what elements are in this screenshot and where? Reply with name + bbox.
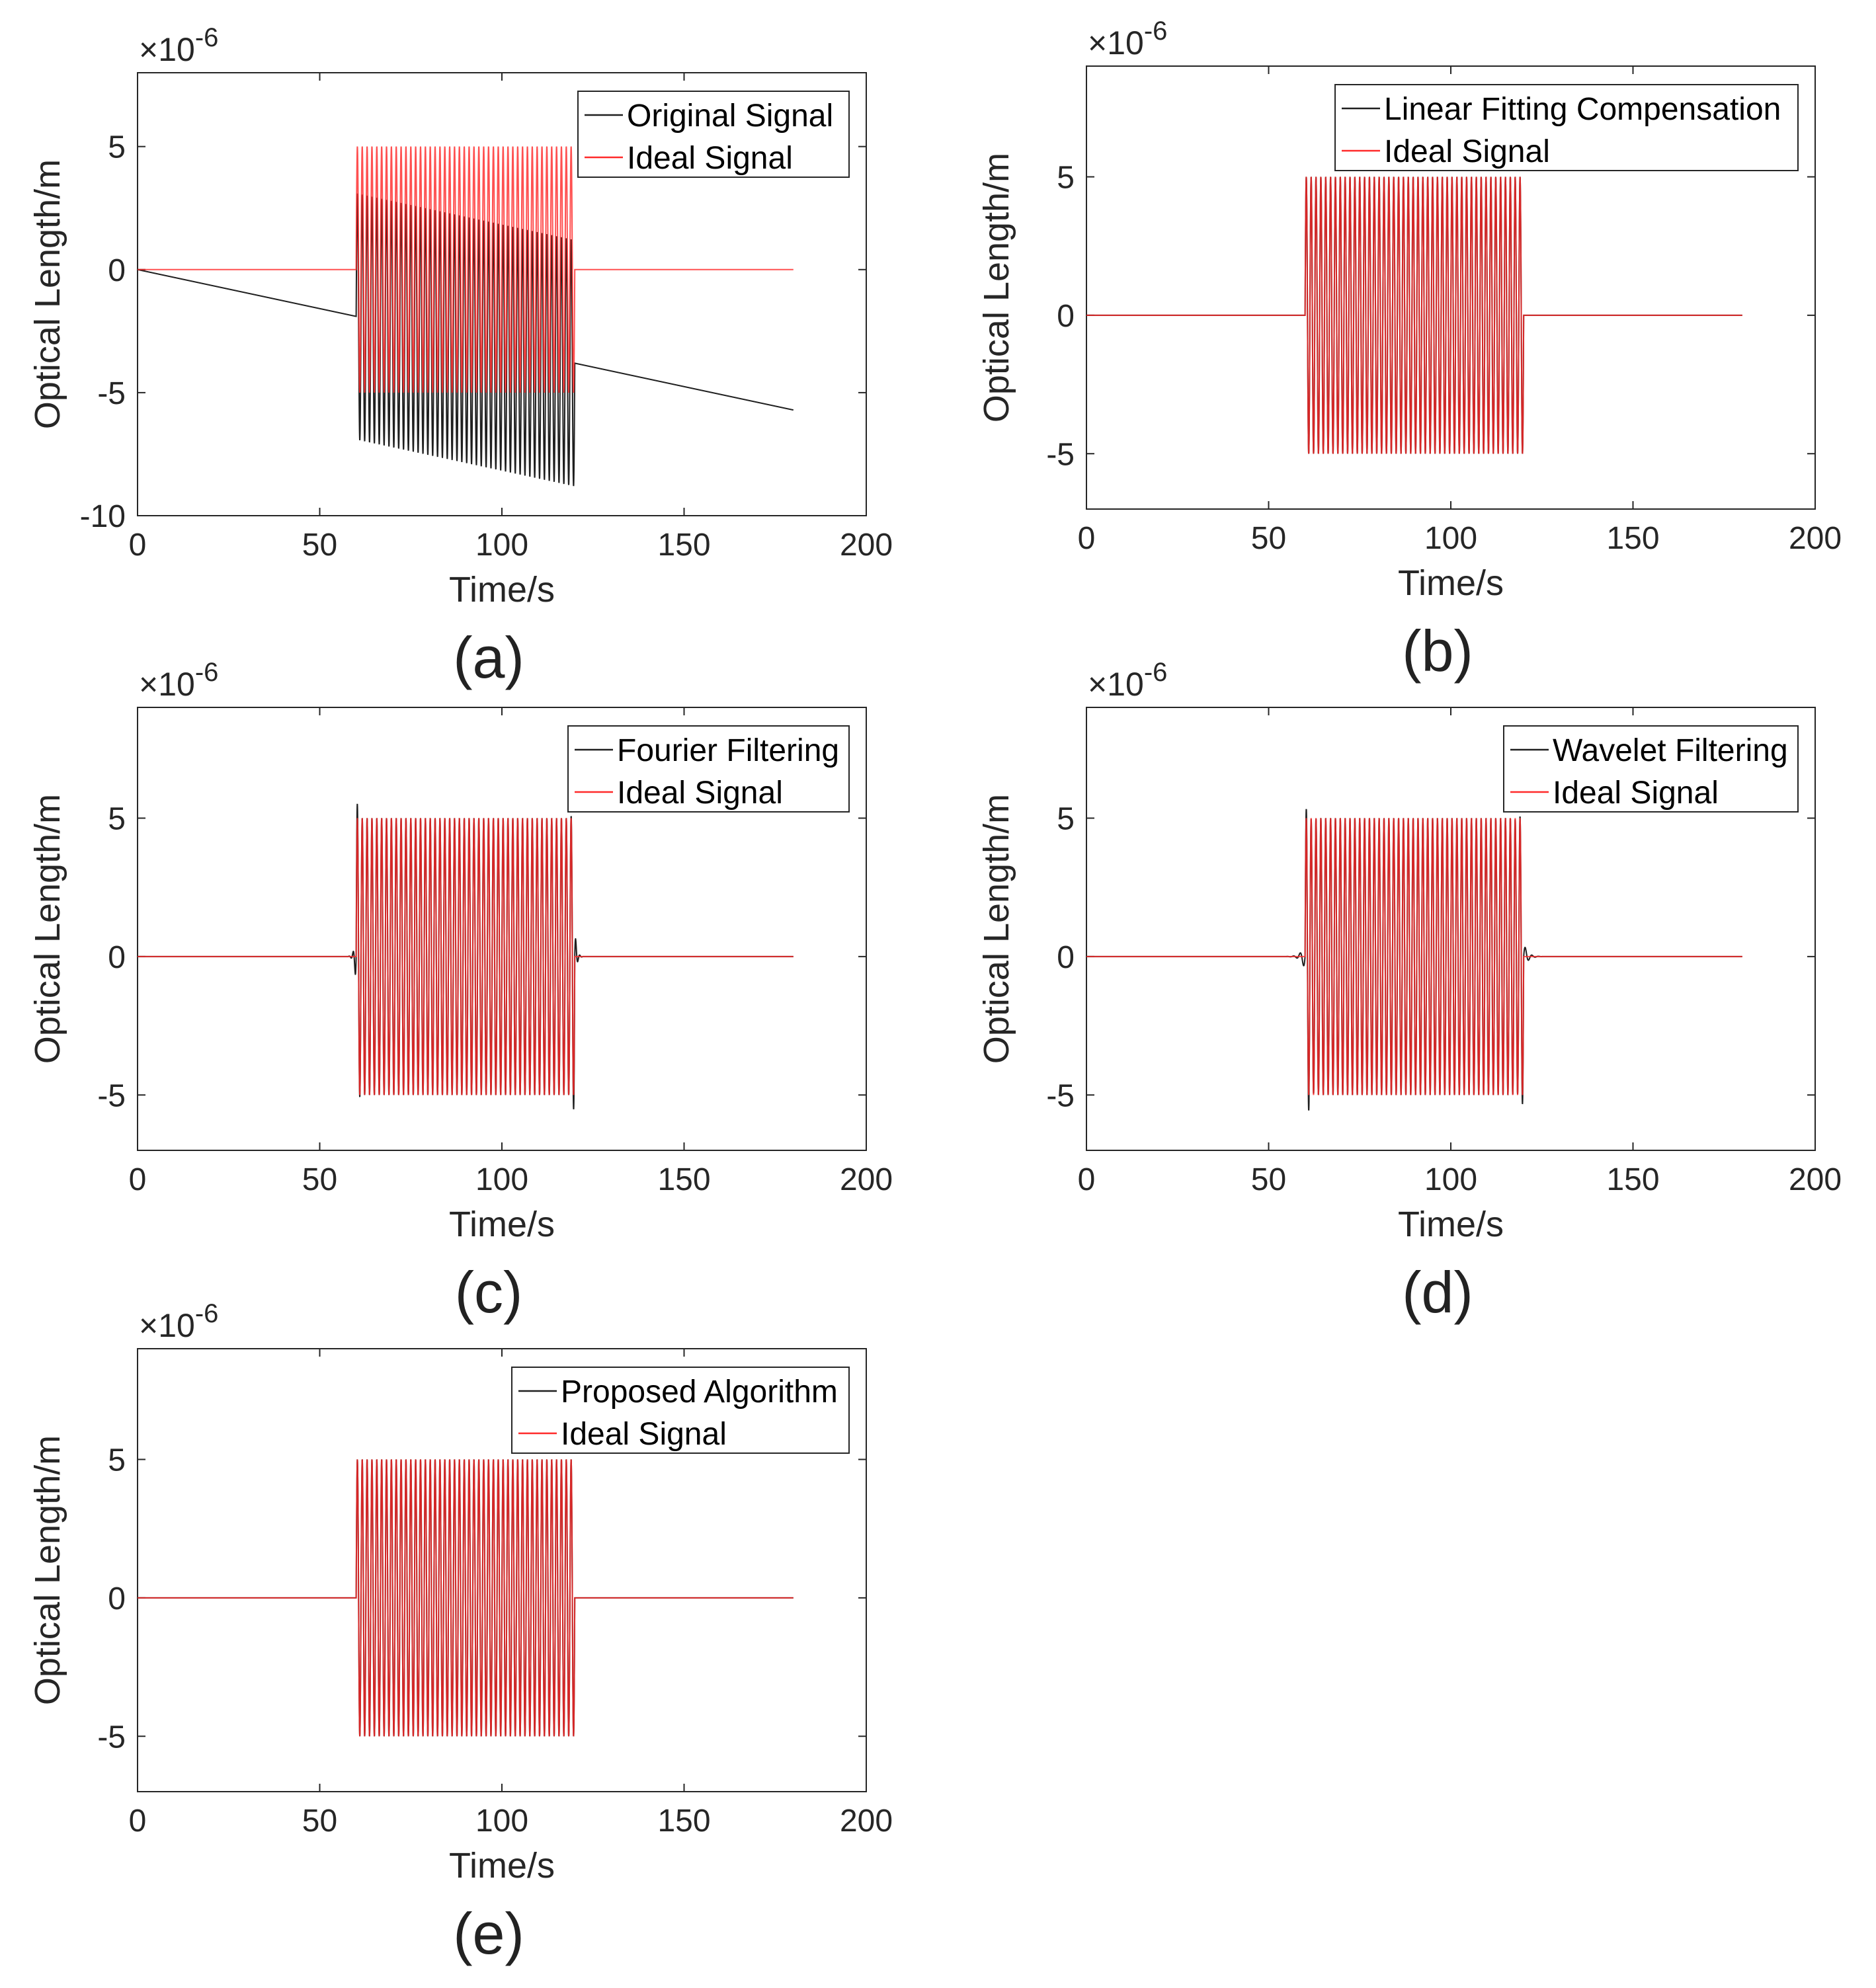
x-tick-label: 150 [1606, 1162, 1659, 1197]
y-axis-label: Optical Length/m [28, 159, 67, 429]
axis-multiplier: ×10-6 [139, 658, 218, 703]
legend-label: Fourier Filtering [617, 733, 839, 768]
x-tick-label: 200 [840, 528, 893, 563]
x-axis-label: Time/s [449, 1205, 555, 1244]
legend-label: Ideal Signal [627, 141, 793, 176]
multiplier-exponent: -6 [195, 1299, 219, 1328]
multiplier-base: ×10 [1088, 24, 1144, 61]
y-tick-label: 5 [1057, 802, 1075, 837]
y-tick-label: -5 [1046, 1078, 1075, 1113]
multiplier-exponent: -6 [195, 23, 219, 52]
x-tick-label: 150 [1606, 521, 1659, 556]
x-tick-label: 50 [302, 1804, 337, 1839]
multiplier-base: ×10 [139, 1307, 195, 1344]
y-axis-label: Optical Length/m [977, 794, 1016, 1064]
legend-label: Ideal Signal [561, 1417, 727, 1452]
panel-caption: (e) [453, 1901, 524, 1966]
chart-panel-b: 0 50 100 150 200 -5 0 5 Time/s Optical Length/m ×1… [977, 17, 1842, 684]
panel-caption: (c) [455, 1259, 523, 1325]
x-tick-label: 0 [1078, 1162, 1096, 1197]
y-tick-label: 5 [1057, 161, 1075, 196]
x-tick-label: 0 [1078, 521, 1096, 556]
x-tick-label: 100 [475, 528, 528, 563]
y-tick-label: 0 [1057, 299, 1075, 334]
y-axis-label: Optical Length/m [28, 1435, 67, 1705]
legend-box [511, 1367, 850, 1454]
multiplier-exponent: -6 [1144, 17, 1168, 46]
multiplier-exponent: -6 [195, 658, 219, 687]
x-tick-label: 0 [129, 528, 147, 563]
x-axis-label: Time/s [1398, 1205, 1504, 1244]
x-tick-label: 50 [1251, 1162, 1286, 1197]
legend-label: Proposed Algorithm [561, 1374, 838, 1410]
chart-panel-e: 0 50 100 150 200 -5 0 5 Time/s Optical Length/m ×1… [28, 1299, 893, 1966]
x-axis-label: Time/s [449, 1846, 555, 1886]
y-tick-label: 0 [1057, 940, 1075, 975]
multiplier-exponent: -6 [1144, 658, 1168, 687]
x-tick-label: 50 [302, 528, 337, 563]
y-tick-label: -5 [97, 1078, 126, 1113]
series-line-ideal [138, 818, 794, 1095]
axis-multiplier: ×10-6 [1088, 658, 1167, 703]
x-tick-label: 50 [1251, 521, 1286, 556]
y-tick-label: 5 [108, 802, 126, 837]
x-tick-label: 150 [657, 528, 710, 563]
y-tick-label: -5 [1046, 437, 1075, 472]
x-tick-label: 100 [475, 1804, 528, 1839]
legend-label: Original Signal [627, 99, 833, 134]
y-tick-label: 0 [108, 253, 126, 288]
x-tick-label: 200 [1789, 1162, 1842, 1197]
series-line-ideal [138, 146, 794, 393]
x-tick-label: 150 [657, 1804, 710, 1839]
series-line-ideal [1086, 818, 1742, 1095]
chart-panel-d: 0 50 100 150 200 -5 0 5 Time/s Optical Length/m ×1… [977, 658, 1842, 1325]
legend-label: Linear Fitting Compensation [1384, 92, 1781, 127]
x-tick-label: 200 [840, 1804, 893, 1839]
x-tick-label: 0 [129, 1162, 147, 1197]
x-tick-label: 200 [1789, 521, 1842, 556]
x-axis-label: Time/s [1398, 563, 1504, 603]
y-tick-label: 5 [108, 130, 126, 165]
axis-multiplier: ×10-6 [1088, 17, 1167, 61]
x-tick-label: 200 [840, 1162, 893, 1197]
legend-box [1503, 725, 1799, 813]
chart-panel-c: 0 50 100 150 200 -5 0 5 Time/s Optical Length/m ×1… [28, 658, 893, 1325]
legend-label: Wavelet Filtering [1553, 733, 1788, 768]
x-tick-label: 100 [1424, 1162, 1477, 1197]
y-tick-label: -5 [97, 376, 126, 411]
legend-box [577, 91, 850, 178]
legend-label: Ideal Signal [617, 775, 783, 811]
y-tick-label: 5 [108, 1443, 126, 1478]
panel-caption: (b) [1402, 618, 1473, 684]
x-tick-label: 100 [1424, 521, 1477, 556]
y-tick-label: -5 [97, 1720, 126, 1755]
y-tick-label: -10 [80, 499, 126, 534]
multiplier-base: ×10 [139, 666, 195, 703]
legend-box [1334, 84, 1799, 171]
y-axis-label: Optical Length/m [28, 794, 67, 1064]
series-line-ideal [138, 1459, 794, 1737]
panel-caption: (d) [1402, 1259, 1473, 1325]
legend-box [567, 725, 850, 813]
axis-multiplier: ×10-6 [139, 1299, 218, 1344]
multiplier-base: ×10 [139, 31, 195, 68]
multiplier-base: ×10 [1088, 666, 1144, 703]
axis-multiplier: ×10-6 [139, 23, 218, 68]
x-tick-label: 0 [129, 1804, 147, 1839]
x-tick-label: 100 [475, 1162, 528, 1197]
y-tick-label: 0 [108, 940, 126, 975]
panel-caption: (a) [453, 625, 524, 690]
x-tick-label: 150 [657, 1162, 710, 1197]
series-line-ideal [1086, 177, 1742, 454]
x-tick-label: 50 [302, 1162, 337, 1197]
chart-panel-a: 0 50 100 150 200 -10 -5 0 5 Time/s Optical Length/… [28, 23, 893, 690]
y-tick-label: 0 [108, 1581, 126, 1616]
legend-label: Ideal Signal [1553, 775, 1719, 811]
legend-label: Ideal Signal [1384, 134, 1550, 169]
x-axis-label: Time/s [449, 570, 555, 610]
y-axis-label: Optical Length/m [977, 153, 1016, 422]
